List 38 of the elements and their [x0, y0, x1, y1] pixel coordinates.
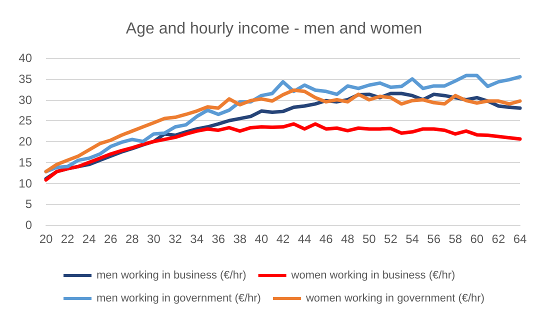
y-tick-label: 25: [18, 114, 32, 128]
x-tick-label: 50: [362, 232, 376, 246]
legend-label: men working in business (€/hr): [96, 270, 246, 282]
x-tick-label: 28: [126, 232, 140, 246]
x-tick-label: 22: [60, 232, 75, 246]
y-tick-label: 30: [18, 92, 32, 107]
x-tick-label: 32: [168, 232, 182, 246]
x-tick-label: 46: [319, 232, 334, 246]
x-tick-label: 30: [147, 232, 161, 246]
x-tick-label: 38: [233, 232, 247, 246]
x-tick-label: 58: [448, 232, 462, 246]
x-tick-label: 44: [298, 232, 312, 246]
y-tick-label: 15: [18, 155, 32, 170]
y-tick-label: 35: [18, 72, 32, 86]
legend-label: women working in government (€/hr): [304, 292, 484, 304]
y-tick-label: 10: [18, 176, 32, 190]
y-tick-label: 0: [25, 218, 32, 232]
legend-label: men working in government (€/hr): [96, 292, 261, 304]
legend-label: women working in business (€/hr): [290, 270, 456, 282]
x-tick-label: 20: [39, 232, 53, 246]
x-tick-label: 26: [104, 232, 118, 246]
x-tick-label: 64: [513, 232, 527, 246]
y-tick-label: 20: [18, 134, 32, 148]
x-tick-label: 48: [340, 232, 355, 246]
line-series: [44, 122, 522, 182]
x-tick-label: 40: [254, 232, 268, 246]
x-tick-label: 34: [190, 232, 204, 246]
x-tick-label: 60: [470, 232, 484, 246]
chart-title: Age and hourly income - men and women: [126, 20, 422, 38]
x-tick-label: 56: [427, 232, 441, 246]
x-tick-label: 62: [492, 232, 506, 246]
y-tick-label: 5: [25, 197, 32, 212]
x-tick-label: 42: [276, 232, 290, 246]
x-tick-label: 52: [384, 232, 398, 246]
x-tick-label: 24: [82, 232, 96, 246]
x-tick-label: 36: [212, 232, 226, 246]
x-tick-label: 54: [406, 232, 420, 246]
y-tick-label: 40: [18, 51, 32, 65]
